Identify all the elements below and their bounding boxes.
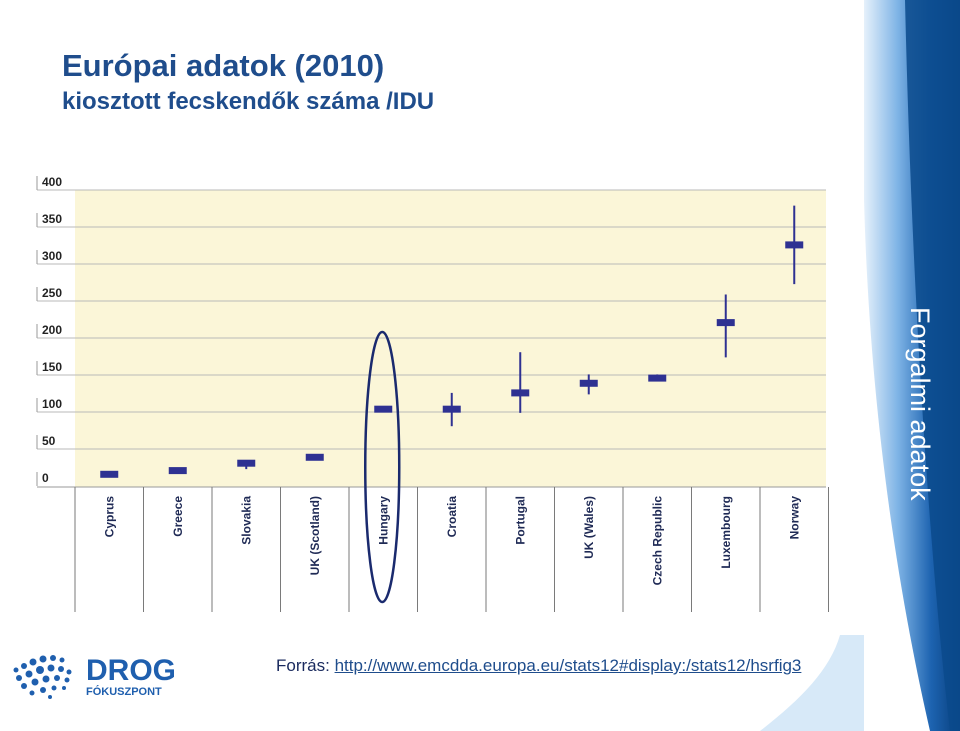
side-label: Forgalmi adatok bbox=[905, 307, 935, 501]
ytick-label: 400 bbox=[42, 175, 62, 189]
xtick-label: Greece bbox=[171, 496, 185, 537]
source-note: Forrás: http://www.emcdda.europa.eu/stat… bbox=[276, 656, 801, 676]
page-title: Európai adatok (2010) bbox=[62, 48, 385, 83]
source-prefix: Forrás: bbox=[276, 656, 335, 675]
value-marker bbox=[511, 389, 530, 397]
page-subtitle: kiosztott fecskendők száma /IDU bbox=[62, 88, 435, 115]
ytick-label: 350 bbox=[42, 212, 62, 226]
value-marker bbox=[785, 241, 804, 249]
ytick-label: 250 bbox=[42, 286, 62, 300]
ytick-label: 150 bbox=[42, 360, 62, 374]
logo-subword: FÓKUSZPONT bbox=[86, 685, 162, 698]
drog-fokuszpont-logo: DROG FÓKUSZPONT bbox=[13, 654, 174, 699]
xtick-label: UK (Wales) bbox=[582, 496, 596, 559]
value-marker bbox=[305, 453, 324, 461]
xtick-label: Czech Republic bbox=[650, 496, 664, 586]
value-marker bbox=[579, 379, 598, 387]
ytick-label: 200 bbox=[42, 323, 62, 337]
highlight-ellipse bbox=[364, 330, 401, 604]
value-marker bbox=[648, 374, 667, 382]
logo-word: DROG bbox=[86, 654, 174, 687]
ytick-label: 0 bbox=[42, 471, 49, 485]
xtick-label: Hungary bbox=[376, 496, 390, 545]
logo-dots-icon bbox=[13, 655, 72, 699]
value-marker bbox=[442, 405, 461, 413]
value-marker bbox=[237, 459, 256, 467]
xtick-label: UK (Scotland) bbox=[308, 496, 322, 575]
xtick-label: Portugal bbox=[513, 496, 527, 545]
source-link[interactable]: http://www.emcdda.europa.eu/stats12#disp… bbox=[334, 656, 802, 675]
range-chart: 0 50 100 150 200 250 300 350 400 Cyprus Greece Slov… bbox=[36, 175, 829, 612]
xtick-label: Cyprus bbox=[102, 496, 116, 538]
ytick-label: 50 bbox=[42, 434, 56, 448]
value-marker bbox=[168, 467, 187, 475]
value-marker bbox=[716, 319, 735, 327]
ytick-label: 100 bbox=[42, 397, 62, 411]
xtick-label: Luxembourg bbox=[719, 496, 733, 569]
xtick-label: Croatia bbox=[445, 496, 459, 538]
ytick-label: 300 bbox=[42, 249, 62, 263]
xtick-label: Slovakia bbox=[239, 496, 253, 545]
xtick-label: Norway bbox=[787, 496, 801, 540]
value-marker bbox=[100, 470, 119, 478]
value-marker bbox=[374, 405, 393, 413]
